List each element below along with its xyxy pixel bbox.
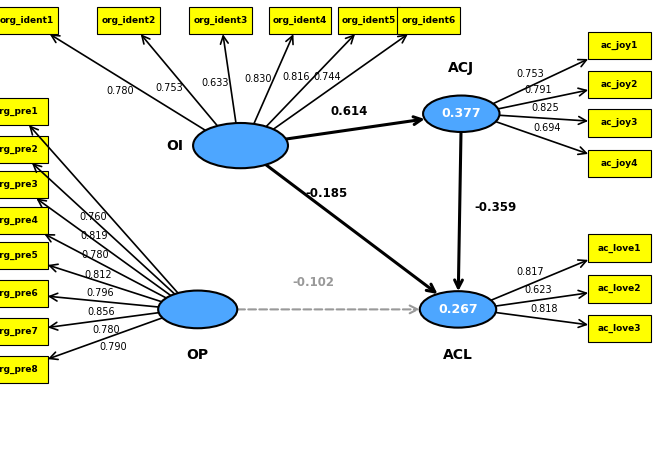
Text: org_ident2: org_ident2 [101, 16, 156, 25]
Text: 0.760: 0.760 [79, 212, 107, 222]
Text: 0.614: 0.614 [331, 105, 368, 118]
Text: 0.753: 0.753 [155, 83, 183, 93]
Text: ac_love3: ac_love3 [598, 324, 641, 333]
FancyBboxPatch shape [588, 109, 650, 136]
FancyBboxPatch shape [588, 234, 650, 262]
Text: org_pre4: org_pre4 [0, 216, 39, 225]
Text: 0.744: 0.744 [314, 71, 341, 81]
Text: org_ident4: org_ident4 [273, 16, 327, 25]
Text: -0.185: -0.185 [305, 187, 347, 200]
Ellipse shape [158, 291, 237, 328]
Text: ac_love2: ac_love2 [598, 284, 641, 293]
Text: 0.816: 0.816 [282, 72, 310, 82]
FancyBboxPatch shape [588, 275, 650, 303]
FancyBboxPatch shape [0, 136, 48, 163]
Text: org_pre7: org_pre7 [0, 327, 39, 336]
Ellipse shape [423, 96, 500, 132]
Ellipse shape [420, 291, 496, 328]
Ellipse shape [193, 123, 288, 168]
Text: 0.817: 0.817 [517, 267, 544, 277]
FancyBboxPatch shape [98, 7, 160, 34]
Text: 0.377: 0.377 [442, 107, 481, 120]
Text: 0.780: 0.780 [82, 250, 109, 260]
FancyBboxPatch shape [0, 356, 48, 383]
Text: 0.825: 0.825 [531, 103, 559, 113]
Text: org_pre3: org_pre3 [0, 180, 39, 189]
Text: org_pre2: org_pre2 [0, 145, 39, 154]
Text: ACL: ACL [443, 348, 473, 362]
Text: org_pre6: org_pre6 [0, 289, 39, 298]
FancyBboxPatch shape [190, 7, 252, 34]
Text: 0.818: 0.818 [530, 304, 558, 314]
Text: 0.856: 0.856 [88, 307, 115, 317]
Text: org_pre5: org_pre5 [0, 251, 39, 260]
FancyBboxPatch shape [0, 207, 48, 234]
Text: org_ident1: org_ident1 [0, 16, 53, 25]
FancyBboxPatch shape [397, 7, 460, 34]
FancyBboxPatch shape [0, 280, 48, 307]
Text: 0.633: 0.633 [202, 78, 229, 88]
Text: 0.694: 0.694 [533, 123, 561, 133]
Text: 0.790: 0.790 [100, 342, 127, 352]
Text: org_ident6: org_ident6 [401, 16, 455, 25]
Text: 0.623: 0.623 [525, 285, 552, 295]
Text: org_pre1: org_pre1 [0, 107, 39, 116]
Text: ac_joy1: ac_joy1 [601, 41, 638, 50]
FancyBboxPatch shape [588, 150, 650, 177]
FancyBboxPatch shape [588, 315, 650, 342]
Text: 0.780: 0.780 [107, 86, 134, 96]
Text: OI: OI [166, 139, 183, 152]
Text: 0.753: 0.753 [517, 69, 544, 79]
Text: -0.102: -0.102 [292, 276, 334, 288]
Text: ac_joy2: ac_joy2 [601, 80, 638, 89]
Text: 0.267: 0.267 [438, 303, 478, 316]
FancyBboxPatch shape [0, 171, 48, 198]
Text: 0.780: 0.780 [92, 325, 120, 335]
FancyBboxPatch shape [588, 71, 650, 98]
Text: OP: OP [186, 348, 209, 362]
Text: org_pre8: org_pre8 [0, 365, 39, 374]
Text: org_ident3: org_ident3 [194, 16, 248, 25]
Text: org_ident5: org_ident5 [342, 16, 396, 25]
Text: 0.812: 0.812 [84, 270, 112, 280]
Text: 0.819: 0.819 [80, 232, 107, 242]
FancyBboxPatch shape [588, 32, 650, 59]
FancyBboxPatch shape [0, 242, 48, 269]
FancyBboxPatch shape [269, 7, 331, 34]
Text: ACJ: ACJ [448, 61, 474, 75]
FancyBboxPatch shape [338, 7, 401, 34]
Text: ac_joy4: ac_joy4 [601, 159, 638, 168]
FancyBboxPatch shape [0, 7, 58, 34]
Text: 0.830: 0.830 [244, 74, 272, 84]
FancyBboxPatch shape [0, 318, 48, 345]
Text: 0.791: 0.791 [525, 85, 552, 95]
Text: ac_love1: ac_love1 [598, 243, 641, 253]
FancyBboxPatch shape [0, 98, 48, 125]
Text: -0.359: -0.359 [474, 201, 517, 213]
Text: 0.796: 0.796 [86, 288, 113, 298]
Text: ac_joy3: ac_joy3 [601, 118, 638, 127]
